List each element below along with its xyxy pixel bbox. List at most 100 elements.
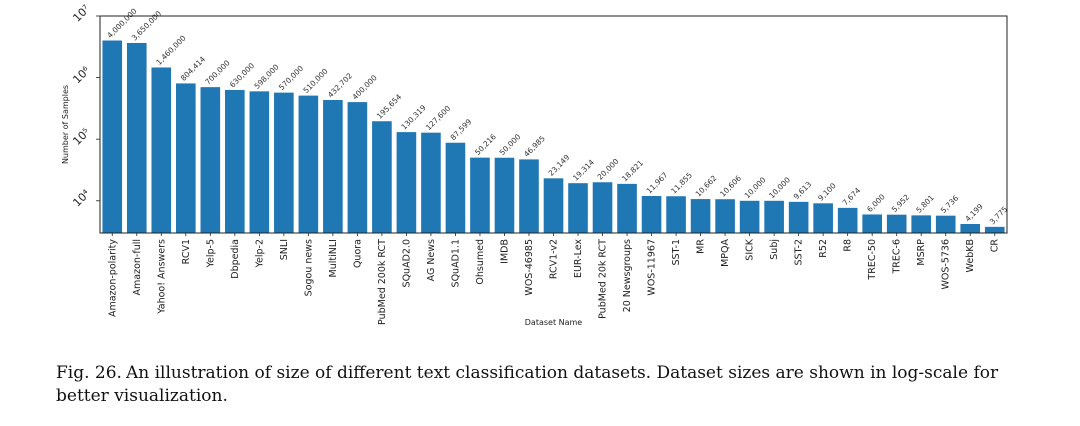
bar bbox=[543, 178, 564, 233]
bar bbox=[837, 207, 858, 233]
bar bbox=[666, 196, 686, 233]
bar bbox=[175, 83, 196, 233]
x-tick-label: WOS-46985 bbox=[524, 239, 535, 296]
bar-chart: 4,000,0003,650,0001,460,000804,414700,00… bbox=[61, 2, 1010, 327]
x-tick-label: Amazon-full bbox=[132, 239, 143, 295]
data-label: 50,216 bbox=[473, 132, 498, 157]
bar bbox=[519, 159, 539, 233]
x-tick-label: 20 Newsgroups bbox=[622, 239, 633, 312]
data-label: 195,654 bbox=[375, 92, 403, 120]
data-label: 1,460,000 bbox=[154, 33, 188, 67]
bar bbox=[225, 89, 245, 233]
data-label: 10,000 bbox=[767, 175, 792, 200]
x-tick-label: Yahoo! Answers bbox=[156, 239, 167, 315]
data-label: 400,000 bbox=[350, 73, 378, 101]
data-label: 10,606 bbox=[718, 174, 743, 199]
x-tick-label: EUR-Lex bbox=[573, 239, 584, 278]
data-label: 9,100 bbox=[816, 181, 838, 203]
x-tick-label: PubMed 200k RCT bbox=[377, 239, 388, 325]
bar bbox=[298, 95, 319, 233]
data-label: 804,414 bbox=[179, 54, 207, 82]
x-tick-label: AG News bbox=[426, 239, 437, 281]
bar bbox=[764, 200, 784, 233]
x-tick-label: SICK bbox=[745, 238, 756, 260]
figure-caption-label: Fig. 26. bbox=[56, 363, 122, 383]
bar bbox=[886, 214, 907, 233]
x-tick-label: Quora bbox=[352, 239, 363, 268]
x-tick-label: RCV1 bbox=[181, 239, 192, 264]
x-axis: Amazon-polarity Amazon-full Yahoo! Answers… bbox=[107, 233, 1001, 325]
x-tick-label: SQuAD2.0 bbox=[401, 239, 412, 287]
bar bbox=[347, 102, 368, 233]
data-label: 5,801 bbox=[914, 193, 936, 215]
bar bbox=[568, 183, 588, 233]
data-label: 10,662 bbox=[694, 173, 719, 198]
x-tick-label: SQuAD1.1 bbox=[450, 239, 461, 287]
data-label: 3,775 bbox=[988, 205, 1010, 227]
x-tick-label: RCV1-v2 bbox=[549, 239, 560, 279]
x-tick-label: MSRP bbox=[916, 239, 927, 266]
x-tick-label: Sogou news bbox=[303, 239, 314, 296]
bars-group bbox=[102, 40, 1005, 234]
bar bbox=[690, 199, 711, 233]
y-axis: 10⁴ 10⁵ 10⁶ 10⁷ bbox=[70, 2, 100, 209]
bar bbox=[862, 214, 882, 233]
data-label: 19,314 bbox=[571, 158, 596, 183]
x-tick-label: MR bbox=[696, 239, 707, 254]
bar bbox=[494, 157, 515, 233]
data-label: 9,613 bbox=[792, 180, 814, 202]
bar bbox=[102, 40, 123, 233]
x-tick-label: Yelp-5 bbox=[205, 239, 216, 269]
bar bbox=[396, 132, 417, 233]
y-tick-label: 10⁷ bbox=[70, 2, 92, 24]
data-label: 510,000 bbox=[301, 67, 329, 95]
x-tick-label: WebKB bbox=[965, 239, 976, 272]
y-tick-label: 10⁶ bbox=[70, 64, 93, 87]
data-label: 23,149 bbox=[547, 153, 572, 178]
data-label: 18,821 bbox=[620, 158, 645, 183]
bar bbox=[935, 215, 956, 233]
bar bbox=[126, 42, 147, 233]
data-label: 4,199 bbox=[963, 202, 985, 224]
x-tick-label: TREC-50 bbox=[867, 239, 878, 281]
bar bbox=[739, 200, 760, 233]
x-tick-label: CR bbox=[990, 239, 1001, 253]
x-tick-label: TREC-6 bbox=[892, 239, 903, 275]
x-tick-label: Yelp-2 bbox=[254, 239, 265, 269]
data-label: 50,000 bbox=[498, 132, 523, 157]
data-label: 5,952 bbox=[890, 192, 912, 214]
bar bbox=[911, 215, 932, 233]
data-label: 20,000 bbox=[596, 157, 621, 182]
x-tick-label: SST-1 bbox=[671, 239, 682, 265]
data-label: 127,600 bbox=[424, 104, 452, 132]
figure-caption-text: An illustration of size of different tex… bbox=[56, 363, 999, 406]
data-label: 87,599 bbox=[448, 117, 473, 142]
bar bbox=[470, 157, 490, 233]
x-tick-label: R52 bbox=[818, 239, 829, 258]
bar bbox=[813, 203, 833, 233]
bar bbox=[960, 224, 981, 233]
data-label: 7,674 bbox=[841, 186, 863, 208]
bar bbox=[715, 199, 735, 233]
data-label: 130,319 bbox=[399, 103, 427, 131]
bar bbox=[592, 182, 613, 233]
y-tick-label: 10⁵ bbox=[70, 126, 92, 148]
bar bbox=[274, 92, 294, 233]
bar bbox=[151, 67, 172, 233]
x-tick-label: R8 bbox=[843, 239, 854, 252]
x-axis-title: Dataset Name bbox=[525, 318, 583, 327]
bar bbox=[372, 121, 392, 233]
data-label: 11,855 bbox=[669, 171, 694, 196]
x-tick-label: Dbpedia bbox=[230, 239, 241, 279]
bar bbox=[445, 142, 466, 233]
data-label: 6,000 bbox=[865, 192, 887, 214]
bar bbox=[421, 132, 441, 233]
data-label: 10,000 bbox=[743, 175, 768, 200]
x-tick-label: SNLI bbox=[279, 239, 290, 260]
figure-caption: Fig. 26. An illustration of size of diffe… bbox=[56, 362, 1021, 408]
x-tick-label: Subj bbox=[769, 239, 780, 260]
bar bbox=[200, 87, 221, 233]
x-tick-label: SST-2 bbox=[794, 239, 805, 265]
data-label: 46,985 bbox=[522, 134, 547, 159]
x-tick-label: PubMed 20k RCT bbox=[598, 239, 609, 319]
